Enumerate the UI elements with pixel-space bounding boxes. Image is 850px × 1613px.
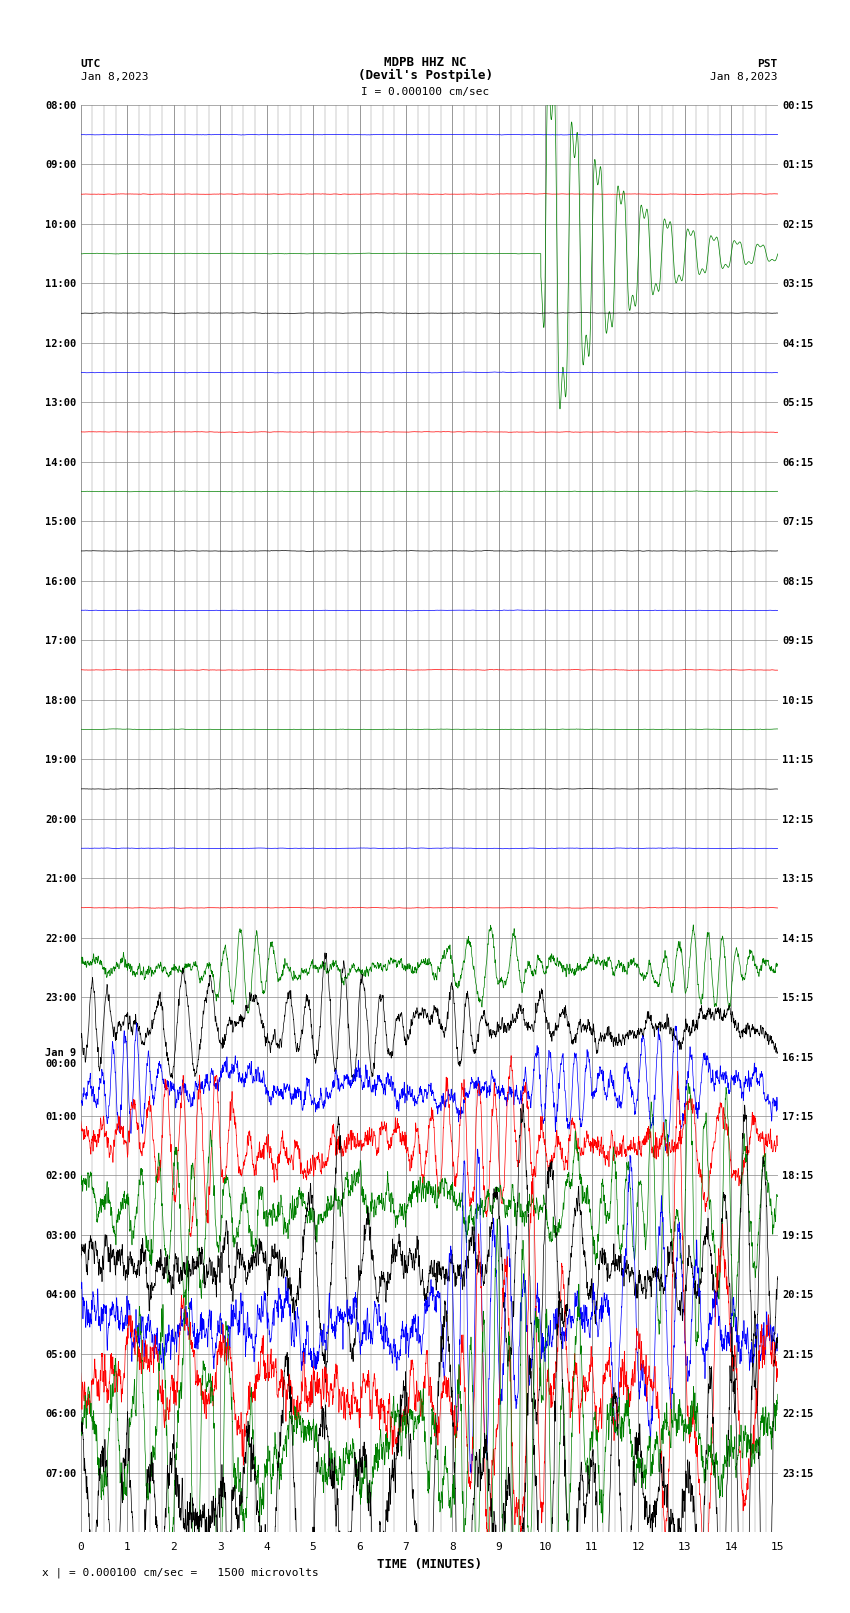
Text: UTC: UTC xyxy=(81,58,101,69)
Text: Jan 8,2023: Jan 8,2023 xyxy=(711,73,778,82)
Text: x | = 0.000100 cm/sec =   1500 microvolts: x | = 0.000100 cm/sec = 1500 microvolts xyxy=(42,1568,320,1579)
Text: PST: PST xyxy=(757,58,778,69)
Text: Jan 8,2023: Jan 8,2023 xyxy=(81,73,148,82)
X-axis label: TIME (MINUTES): TIME (MINUTES) xyxy=(377,1558,482,1571)
Text: I = 0.000100 cm/sec: I = 0.000100 cm/sec xyxy=(361,87,489,97)
Text: (Devil's Postpile): (Devil's Postpile) xyxy=(358,69,492,82)
Text: MDPB HHZ NC: MDPB HHZ NC xyxy=(383,55,467,69)
